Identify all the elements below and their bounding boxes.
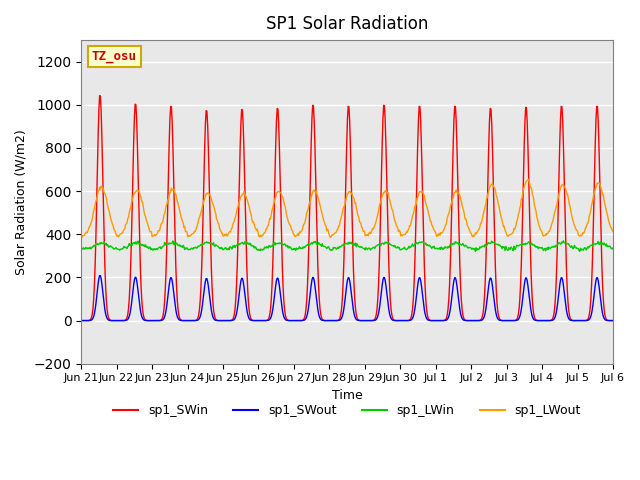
sp1_LWin bbox=[141, 242, 149, 248]
sp1_LWin bbox=[559, 238, 567, 244]
sp1_SWout bbox=[412, 295, 420, 301]
sp1_SWin bbox=[77, 318, 85, 324]
sp1_SWout bbox=[77, 318, 85, 324]
Line: sp1_SWin: sp1_SWin bbox=[81, 96, 613, 321]
sp1_SWin bbox=[609, 318, 617, 324]
sp1_SWin bbox=[143, 317, 150, 323]
sp1_SWin bbox=[428, 318, 436, 324]
sp1_LWout bbox=[196, 214, 204, 220]
Line: sp1_SWout: sp1_SWout bbox=[81, 276, 613, 321]
sp1_LWin bbox=[472, 249, 479, 254]
sp1_SWout bbox=[87, 317, 95, 323]
sp1_SWout bbox=[96, 273, 104, 278]
sp1_LWout bbox=[326, 235, 334, 240]
sp1_LWin bbox=[77, 246, 85, 252]
sp1_LWout bbox=[224, 233, 232, 239]
sp1_LWout bbox=[87, 221, 95, 227]
sp1_LWout bbox=[428, 222, 436, 228]
sp1_SWout bbox=[428, 318, 436, 324]
sp1_LWin bbox=[427, 244, 435, 250]
sp1_SWin bbox=[87, 316, 95, 322]
Line: sp1_LWout: sp1_LWout bbox=[81, 180, 613, 238]
sp1_LWin bbox=[412, 241, 419, 247]
sp1_SWin bbox=[96, 93, 104, 98]
Title: SP1 Solar Radiation: SP1 Solar Radiation bbox=[266, 15, 428, 33]
Text: TZ_osu: TZ_osu bbox=[92, 50, 137, 63]
Legend: sp1_SWin, sp1_SWout, sp1_LWin, sp1_LWout: sp1_SWin, sp1_SWout, sp1_LWin, sp1_LWout bbox=[108, 399, 586, 422]
X-axis label: Time: Time bbox=[332, 389, 362, 402]
sp1_SWout bbox=[225, 318, 232, 324]
sp1_SWout bbox=[196, 313, 204, 319]
sp1_LWin bbox=[196, 243, 204, 249]
sp1_LWin bbox=[609, 246, 617, 252]
sp1_LWin bbox=[224, 247, 232, 252]
sp1_SWin bbox=[225, 318, 232, 324]
sp1_SWin bbox=[412, 205, 420, 211]
sp1_LWout bbox=[412, 201, 420, 206]
sp1_LWin bbox=[87, 246, 95, 252]
sp1_LWout bbox=[609, 228, 617, 234]
sp1_SWin bbox=[196, 297, 204, 303]
sp1_LWout bbox=[77, 233, 85, 239]
sp1_SWout bbox=[609, 318, 617, 324]
sp1_LWout bbox=[141, 214, 149, 219]
sp1_LWout bbox=[525, 177, 532, 182]
sp1_SWout bbox=[143, 318, 150, 324]
Y-axis label: Solar Radiation (W/m2): Solar Radiation (W/m2) bbox=[15, 129, 28, 275]
Line: sp1_LWin: sp1_LWin bbox=[81, 241, 613, 252]
